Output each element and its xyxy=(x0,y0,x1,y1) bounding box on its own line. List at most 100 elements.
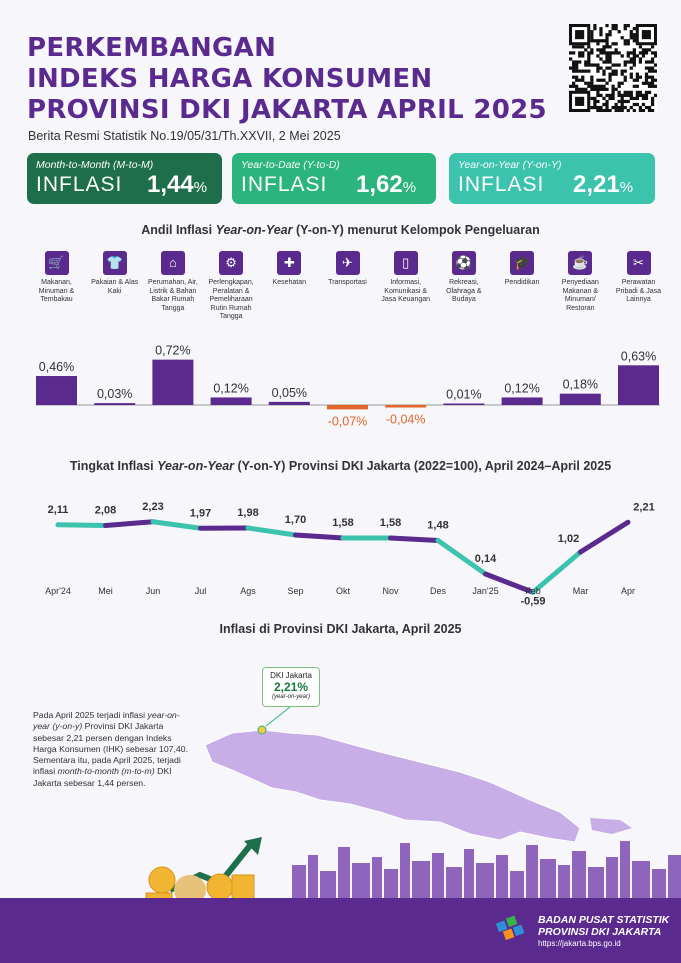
category-label: Transportasi xyxy=(328,279,367,286)
category-label: Rekreasi, Olahraga & Budaya xyxy=(446,279,482,303)
category-label: Pendidikan xyxy=(504,279,540,286)
card-value: 1,44% xyxy=(147,171,207,199)
line-value-label: 1,48 xyxy=(427,520,448,532)
callout-note: (year-on-year) xyxy=(272,694,310,700)
food-icon: 🛒 xyxy=(44,251,69,275)
plane-icon: ✈ xyxy=(335,251,360,275)
bar-title-b: Year-on-Year xyxy=(215,223,293,237)
card-word: INFLASI xyxy=(36,173,123,196)
title-line: PERKEMBANGAN xyxy=(27,33,277,63)
month-tick-label: Apr xyxy=(621,586,635,596)
card-word: INFLASI xyxy=(241,173,328,196)
map-desc-part: year-on-year (y-on-y) xyxy=(33,710,180,732)
line-segment xyxy=(293,532,346,541)
bar-value-label: -0,04% xyxy=(386,413,426,427)
bar-value-label: 0,01% xyxy=(446,388,481,402)
org-line2: PROVINSI DKI JAKARTA xyxy=(538,925,662,938)
release-subtitle: Berita Resmi Statistik No.19/05/31/Th.XX… xyxy=(28,129,341,143)
bar xyxy=(501,397,543,405)
tools-icon: ✂ xyxy=(626,251,651,275)
footer-bar: BADAN PUSAT STATISTIK PROVINSI DKI JAKAR… xyxy=(0,898,681,963)
bar xyxy=(210,397,252,405)
bar-value-label: 0,63% xyxy=(621,349,656,363)
bar-value-label: 0,05% xyxy=(272,386,307,400)
card-number: 1,62 xyxy=(356,171,403,198)
line-segment xyxy=(150,519,203,531)
card-number: 1,44 xyxy=(147,171,194,198)
website-link[interactable]: https://jakarta.bps.go.id xyxy=(538,939,621,948)
line-segment xyxy=(578,519,631,555)
health-icon: ✚ xyxy=(277,251,302,275)
mtm-card: Month-to-Month (M-to-M) INFLASI 1,44% xyxy=(27,153,222,204)
card-unit: % xyxy=(402,179,417,196)
line-value-label: -0,59 xyxy=(520,595,545,607)
line-value-label: 1,58 xyxy=(380,517,401,529)
category-label: Perumahan, Air, Listrik & Bahan Bakar Ru… xyxy=(147,279,198,312)
category-label: Makanan, Minuman & Tembakau xyxy=(38,279,75,303)
category-item: ✂ Perawatan Pribadi & Jasa Lainnya xyxy=(610,251,667,305)
line-value-label: 2,11 xyxy=(48,504,69,516)
category-label: Penyediaan Makanan & Minuman/ Restoran xyxy=(561,279,599,312)
line-value-label: 1,58 xyxy=(332,517,353,529)
month-tick-label: Nov xyxy=(382,586,399,596)
category-label: Kesehatan xyxy=(272,279,307,286)
line-segment xyxy=(245,525,298,538)
graduation-icon: 🎓 xyxy=(510,251,535,275)
bar-value-label: 0,18% xyxy=(563,378,598,392)
callout-value: 2,21% xyxy=(273,680,309,694)
bar xyxy=(36,376,77,405)
line-segment xyxy=(435,538,488,577)
bar xyxy=(327,405,368,410)
appliance-icon: ⚙ xyxy=(219,251,244,275)
line-value-label: 1,02 xyxy=(558,533,579,545)
map-desc-part: month-to-month (m-to-m) xyxy=(57,766,155,777)
line-chart-title: Tingkat Inflasi Year-on-Year (Y-on-Y) Pr… xyxy=(0,459,681,473)
map-desc-part: Pada April 2025 terjadi inflasi xyxy=(33,710,148,720)
category-item: ✚ Kesehatan xyxy=(261,251,318,288)
month-tick-label: Okt xyxy=(336,586,351,596)
card-unit: % xyxy=(619,179,634,196)
line-segment xyxy=(530,549,583,595)
card-label: Month-to-Month (M-to-M) xyxy=(36,159,154,171)
ytd-card: Year-to-Date (Y-to-D) INFLASI 1,62% xyxy=(232,153,436,204)
card-word: INFLASI xyxy=(458,173,545,196)
line-value-label: 2,23 xyxy=(142,501,163,513)
line-segment xyxy=(55,522,108,528)
line-title-a: Tingkat Inflasi xyxy=(69,459,158,473)
line-value-label: 2,08 xyxy=(95,505,116,517)
line-value-label: 0,14 xyxy=(475,553,497,565)
card-value: 1,62% xyxy=(356,171,416,199)
line-title-b: Year-on-Year xyxy=(157,459,235,473)
category-item: ⚽ Rekreasi, Olahraga & Budaya xyxy=(435,251,492,305)
category-item: ▯ Informasi, Komunikasi & Jasa Keuangan xyxy=(377,251,434,305)
month-tick-label: Jul xyxy=(195,586,207,596)
bar xyxy=(559,393,601,405)
page-title: PERKEMBANGAN INDEKS HARGA KONSUMEN PROVI… xyxy=(27,33,547,126)
bar xyxy=(443,403,485,405)
callout-name: DKI Jakarta xyxy=(270,671,312,680)
jakarta-callout: DKI Jakarta 2,21% (year-on-year) xyxy=(262,667,320,707)
java-map xyxy=(204,706,632,843)
month-tick-label: Feb xyxy=(525,586,541,596)
card-label: Year-to-Date (Y-to-D) xyxy=(241,159,340,171)
map-title: Inflasi di Provinsi DKI Jakarta, April 2… xyxy=(219,622,462,636)
restaurant-icon: ☕ xyxy=(568,251,593,275)
month-tick-label: Apr'24 xyxy=(45,586,71,596)
org-line1: BADAN PUSAT STATISTIK xyxy=(538,914,670,926)
qr-code[interactable] xyxy=(569,24,657,112)
card-unit: % xyxy=(193,179,208,196)
category-item: ⚙ Perlengkapan, Peralatan & Pemeliharaan … xyxy=(203,251,260,322)
category-label: Perawatan Pribadi & Jasa Lainnya xyxy=(615,279,662,303)
bps-logo-icon xyxy=(495,915,525,941)
title-line: PROVINSI DKI JAKARTA APRIL 2025 xyxy=(27,95,547,125)
sport-icon: ⚽ xyxy=(451,251,476,275)
line-segment xyxy=(103,519,156,528)
clothes-icon: 👕 xyxy=(102,251,127,275)
category-item: ✈ Transportasi xyxy=(319,251,376,288)
month-tick-label: Ags xyxy=(240,586,256,596)
line-title-c: (Y-on-Y) Provinsi DKI Jakarta (2022=100)… xyxy=(234,459,612,473)
month-tick-label: Mar xyxy=(573,586,589,596)
month-tick-label: Jan'25 xyxy=(472,586,498,596)
bar xyxy=(268,401,310,405)
bar-value-label: -0,07% xyxy=(328,414,368,428)
